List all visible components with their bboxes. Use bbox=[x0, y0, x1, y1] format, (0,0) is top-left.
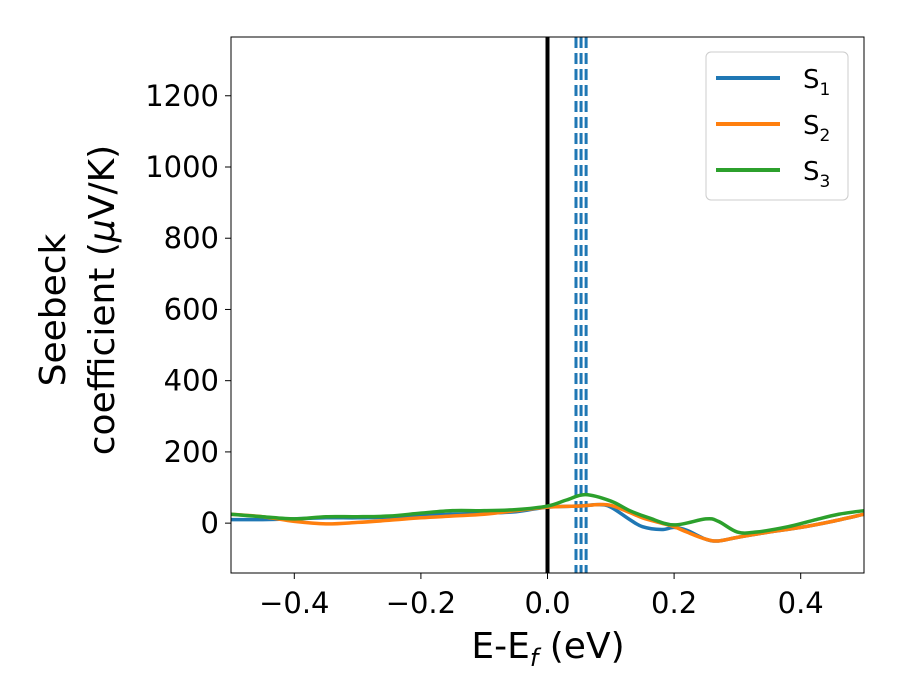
y-axis-ticks: 0 200 400 600 800 1000 1200 bbox=[145, 79, 231, 540]
x-tick-label: −0.2 bbox=[386, 586, 456, 620]
x-tick-label: −0.4 bbox=[259, 586, 329, 620]
y-axis-label-line2: coefficient (μV/K) bbox=[82, 145, 123, 455]
x-tick-label: 0.0 bbox=[524, 586, 570, 620]
x-tick-label: 0.2 bbox=[651, 586, 697, 620]
series-line-s3 bbox=[231, 492, 864, 535]
y-tick-label: 800 bbox=[164, 221, 219, 255]
x-tick-label: 0.4 bbox=[778, 586, 824, 620]
y-axis-label-line1: Seebeck bbox=[33, 233, 74, 386]
y-tick-label: 400 bbox=[164, 364, 219, 398]
plot-area bbox=[231, 37, 864, 573]
y-tick-label: 1000 bbox=[145, 150, 219, 184]
y-tick-label: 200 bbox=[164, 435, 219, 469]
legend-label-s3: S3 bbox=[803, 157, 830, 192]
series-line-s2 bbox=[231, 502, 864, 543]
y-tick-label: 600 bbox=[164, 292, 219, 326]
x-axis-label: E-Ef (eV) bbox=[471, 626, 624, 672]
y-tick-label: 1200 bbox=[145, 79, 219, 113]
y-tick-label: 0 bbox=[201, 506, 219, 540]
legend: S1 S2 S3 bbox=[705, 51, 849, 201]
legend-label-s2: S2 bbox=[803, 111, 830, 146]
legend-label-s1: S1 bbox=[803, 65, 830, 100]
x-axis-ticks: −0.4 −0.2 0.0 0.2 0.4 bbox=[259, 573, 824, 620]
